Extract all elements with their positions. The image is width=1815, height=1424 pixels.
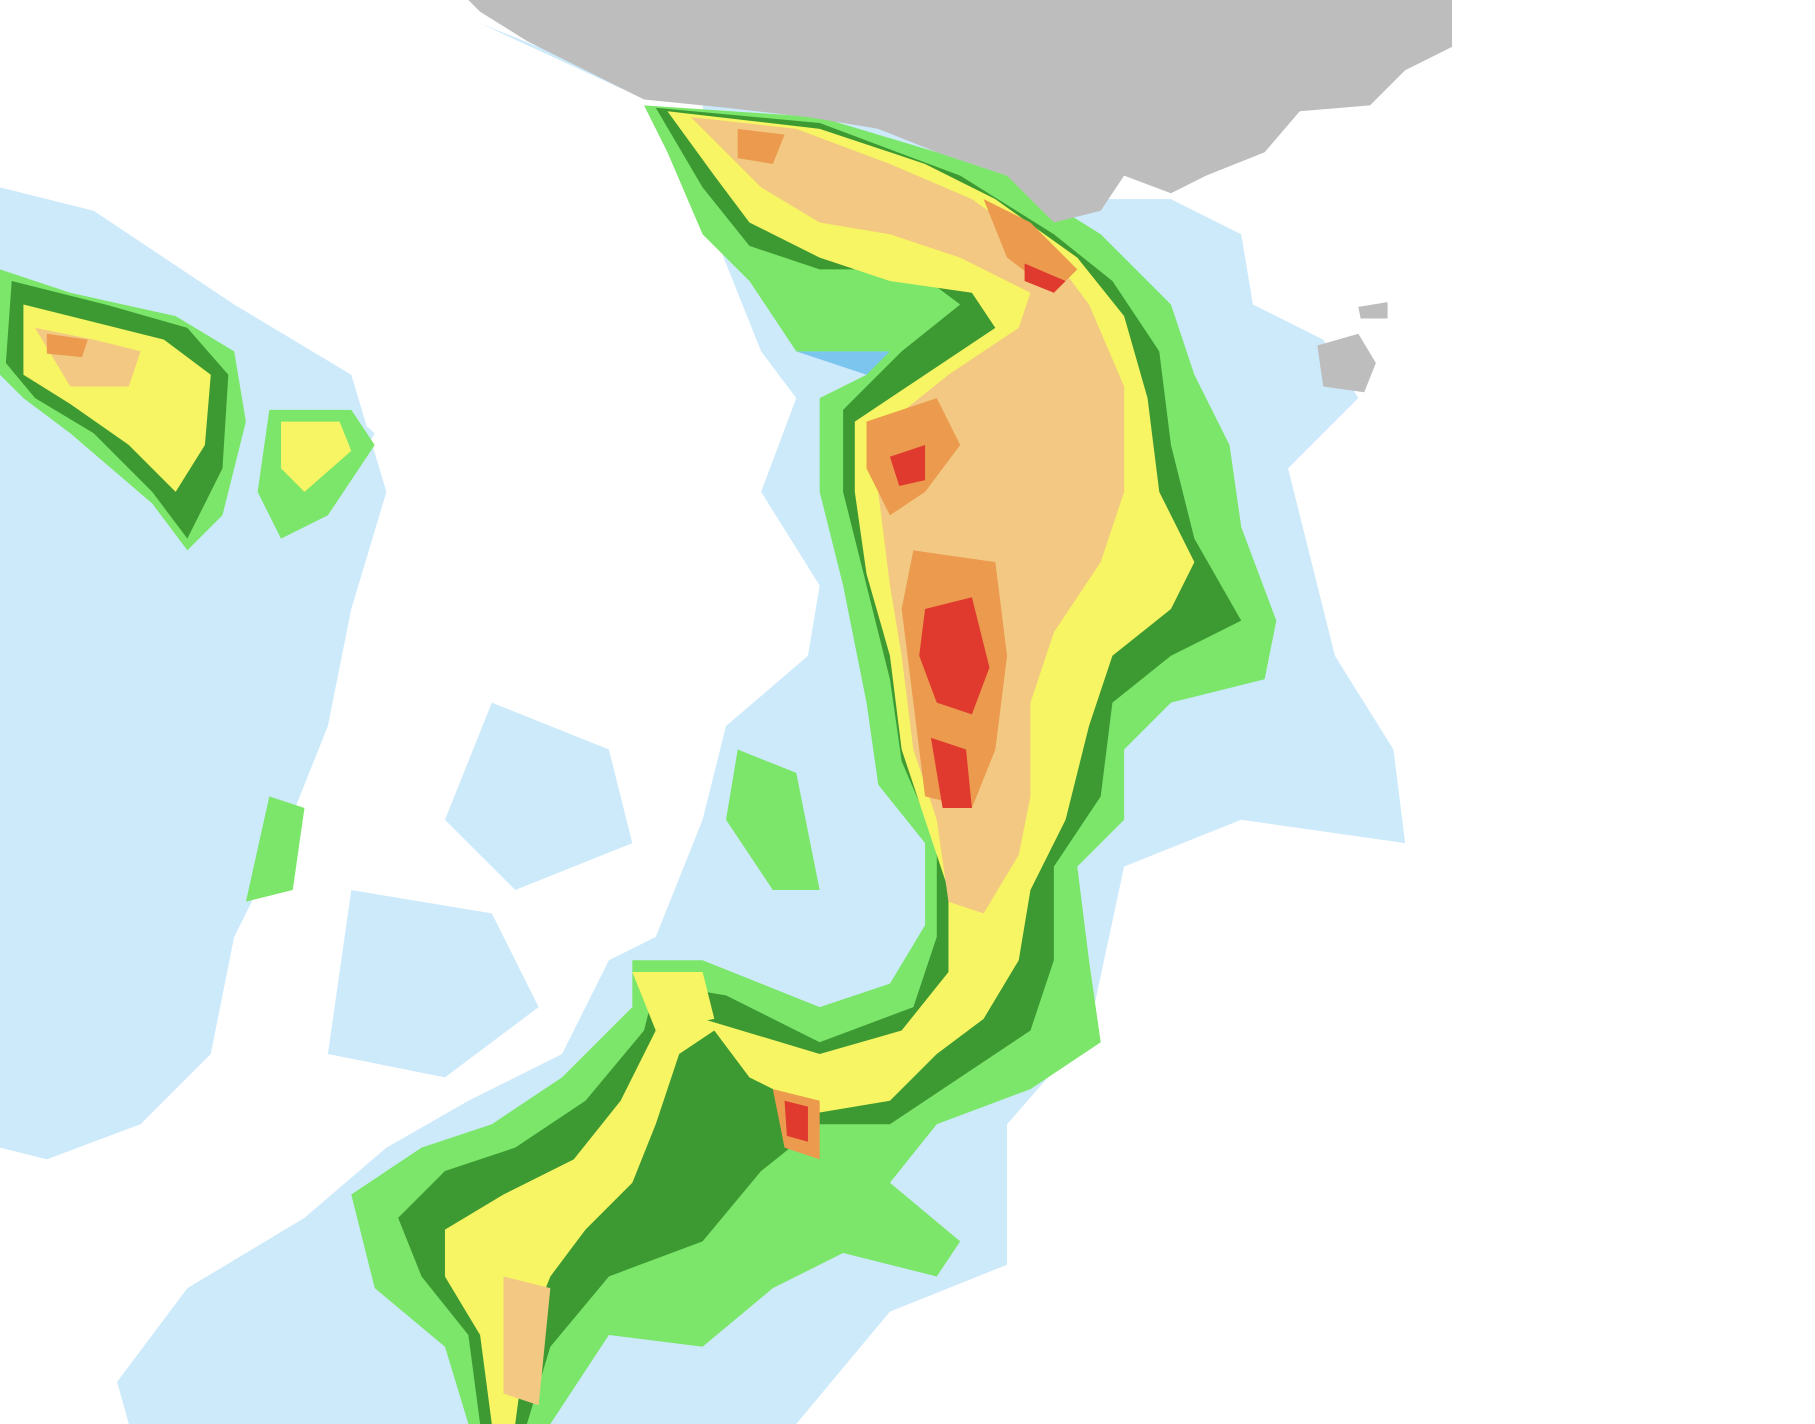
yellow-area <box>281 421 352 492</box>
red-area <box>784 1100 808 1142</box>
orange-area <box>983 199 1078 293</box>
red-area <box>1024 263 1066 293</box>
green-area <box>726 749 820 890</box>
orange-area <box>737 128 785 164</box>
land-area <box>468 0 1452 223</box>
land-area <box>1358 302 1388 319</box>
red-area <box>930 737 972 809</box>
land <box>468 0 1452 393</box>
red-area <box>919 597 990 715</box>
yellow-area <box>632 971 715 1031</box>
red-precip <box>784 263 1066 1142</box>
red-area <box>889 445 926 486</box>
tan-area <box>503 1276 551 1406</box>
green-area <box>245 796 305 902</box>
tan-area <box>690 117 1125 914</box>
blue-area <box>444 702 633 890</box>
orange-area <box>46 333 88 358</box>
land-area <box>1317 333 1376 393</box>
blue-area <box>327 890 539 1078</box>
